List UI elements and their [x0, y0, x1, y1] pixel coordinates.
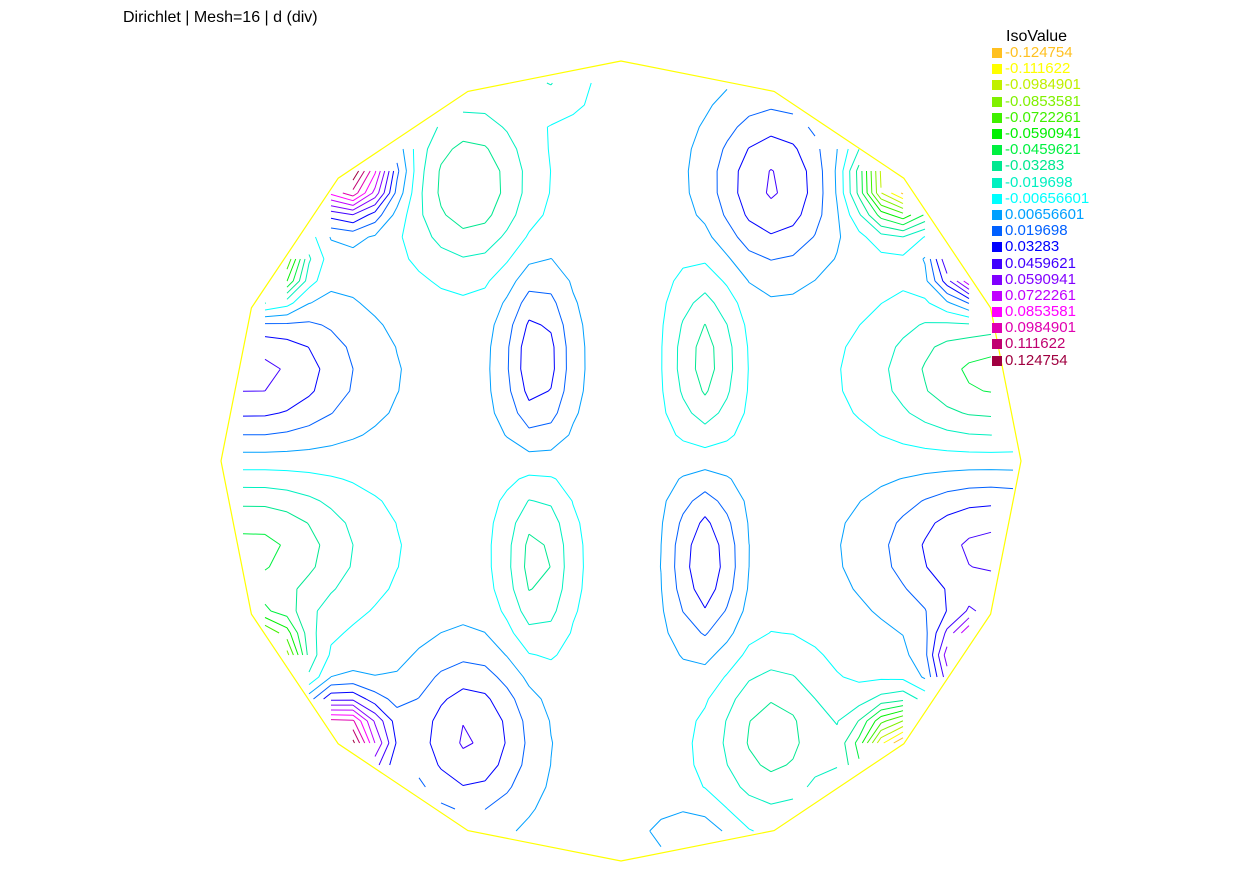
contour-line	[330, 170, 377, 744]
legend: IsoValue -0.124754 -0.111622 -0.0984901 -0.…	[992, 28, 1122, 369]
legend-label: 0.0459621	[1005, 254, 1076, 272]
legend-item: -0.0459621	[992, 142, 1122, 158]
legend-item: -0.03283	[992, 158, 1122, 174]
legend-swatch	[992, 242, 1002, 253]
legend-label: -0.0722261	[1005, 108, 1081, 126]
contour-line	[242, 108, 1014, 810]
contour-line	[330, 170, 970, 744]
contour-line	[893, 192, 904, 744]
legend-swatch	[992, 290, 1002, 301]
contour-line	[242, 89, 1014, 847]
legend-label: 0.0984901	[1005, 319, 1076, 337]
contour-line	[352, 170, 365, 744]
legend-item: 0.00656601	[992, 205, 1122, 223]
legend-swatch	[992, 323, 1002, 334]
contour-line	[330, 170, 970, 757]
legend-label: 0.019698	[1005, 222, 1068, 240]
legend-item: -0.0853581	[992, 92, 1122, 110]
contour-line	[286, 170, 904, 744]
legend-item: -0.00656601	[992, 189, 1122, 207]
legend-swatch	[992, 161, 1002, 172]
legend-swatch	[992, 80, 1002, 91]
legend-item: 0.0853581	[992, 304, 1122, 320]
contour-line	[243, 82, 1014, 832]
domain-boundary	[220, 60, 1022, 862]
contour-line	[883, 192, 904, 744]
contour-line	[242, 135, 992, 786]
legend-swatch	[992, 129, 1002, 140]
legend-swatch	[992, 48, 1002, 59]
contour-line	[352, 170, 360, 744]
legend-swatch	[992, 145, 1002, 156]
legend-swatch	[992, 307, 1002, 318]
legend-label: -0.019698	[1005, 173, 1073, 191]
legend-item: -0.019698	[992, 173, 1122, 191]
legend-swatch	[992, 112, 1002, 123]
legend-swatch	[992, 96, 1002, 107]
legend-item: 0.0590941	[992, 270, 1122, 288]
legend-label: -0.03283	[1005, 157, 1065, 175]
legend-label: 0.111622	[1005, 335, 1066, 353]
legend-swatch	[992, 193, 1002, 204]
legend-item: -0.0590941	[992, 126, 1122, 142]
legend-swatch	[992, 258, 1002, 269]
plot-title: Dirichlet | Mesh=16 | d (div)	[123, 9, 318, 26]
contour-line	[242, 82, 992, 805]
legend-label: -0.00656601	[1005, 189, 1090, 207]
legend-item: 0.0722261	[992, 286, 1122, 304]
legend-item: -0.0984901	[992, 77, 1122, 93]
contour-line	[242, 168, 992, 766]
contour-line	[264, 170, 912, 744]
legend-item: 0.0459621	[992, 255, 1122, 271]
contour-line	[242, 170, 992, 759]
contour-line	[242, 140, 992, 773]
legend-label: 0.124754	[1005, 351, 1068, 369]
legend-items: -0.124754 -0.111622 -0.0984901 -0.0853581 -0…	[992, 45, 1122, 369]
legend-swatch	[992, 177, 1002, 188]
legend-item: -0.0722261	[992, 108, 1122, 126]
legend-label: 0.03283	[1005, 238, 1060, 256]
legend-swatch	[992, 355, 1002, 366]
legend-label: 0.0590941	[1005, 270, 1076, 288]
legend-swatch	[992, 226, 1002, 237]
legend-label: 0.00656601	[1005, 205, 1085, 223]
legend-item: 0.124754	[992, 351, 1122, 369]
contour-lines	[242, 82, 1014, 847]
legend-item: 0.03283	[992, 239, 1122, 255]
contour-line	[876, 170, 904, 744]
legend-label: -0.0984901	[1005, 76, 1081, 94]
legend-label: -0.0590941	[1005, 125, 1081, 143]
legend-label: -0.111622	[1005, 60, 1071, 78]
legend-swatch	[992, 274, 1002, 285]
legend-item: 0.111622	[992, 336, 1122, 352]
contour-line	[330, 170, 371, 744]
legend-swatch	[992, 64, 1002, 75]
legend-swatch	[992, 209, 1002, 220]
legend-swatch	[992, 339, 1002, 350]
legend-label: -0.0459621	[1005, 141, 1081, 159]
legend-item: 0.0984901	[992, 320, 1122, 336]
legend-label: -0.124754	[1005, 44, 1073, 62]
legend-label: 0.0853581	[1005, 303, 1076, 321]
legend-item: -0.124754	[992, 45, 1122, 61]
legend-label: -0.0853581	[1005, 92, 1081, 110]
legend-label: 0.0722261	[1005, 286, 1076, 304]
legend-title: IsoValue	[1006, 28, 1068, 45]
legend-item: 0.019698	[992, 223, 1122, 239]
contour-line	[264, 170, 904, 744]
legend-item: -0.111622	[992, 61, 1122, 77]
